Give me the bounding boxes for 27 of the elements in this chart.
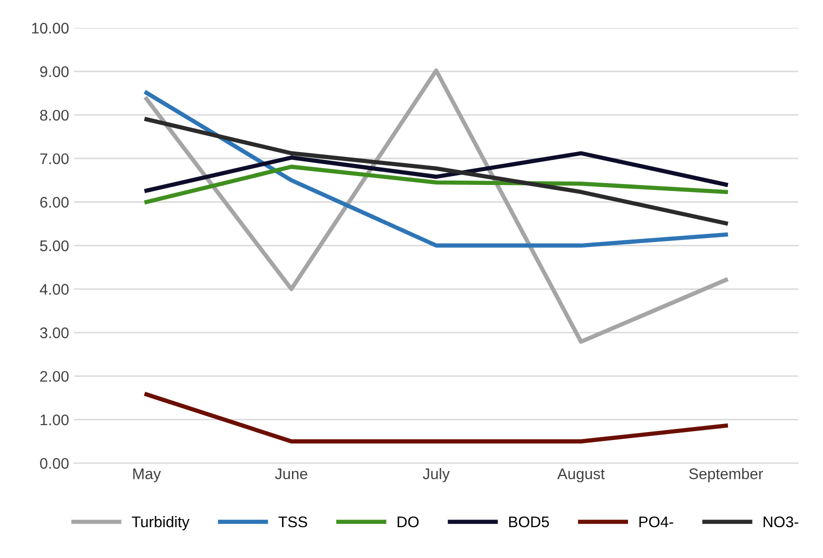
x-tick-label: May [133,468,161,482]
legend-label: TSS [278,516,308,528]
y-tick-label: 0.00 [40,458,69,469]
x-tick-label: June [275,468,308,480]
x-tick-label: August [557,468,605,482]
line-series [144,164,728,204]
legend-label: BOD5 [509,516,549,528]
y-tick-label: 9.00 [40,66,69,78]
y-tick-label: 8.00 [40,110,69,121]
y-tick-label: 6.00 [40,196,69,208]
line-series [144,90,728,248]
y-tick-label: 5.00 [40,240,69,252]
legend-label: PO4- [639,516,674,528]
legend-label: Turbidity [132,516,190,530]
line-series [144,68,728,344]
y-tick-label: 7.00 [40,153,69,164]
x-tick-label: September [689,468,763,482]
legend-label: DO [398,516,419,528]
y-tick-label: 3.00 [40,327,69,338]
y-tick-label: 4.00 [40,284,69,295]
line-series [144,151,728,193]
y-tick-label: 10.00 [32,22,69,34]
y-tick-label: 1.00 [40,414,69,426]
x-tick-label: July [422,468,450,482]
legend-label: NO3- [764,516,798,528]
line-series [144,117,728,226]
y-tick-label: 2.00 [40,370,69,382]
